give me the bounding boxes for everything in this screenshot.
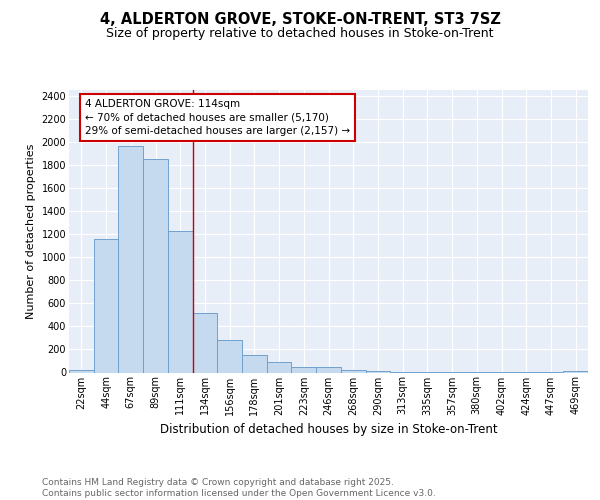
Bar xyxy=(168,230,193,372)
X-axis label: Distribution of detached houses by size in Stoke-on-Trent: Distribution of detached houses by size … xyxy=(160,423,497,436)
Bar xyxy=(316,368,341,372)
Bar xyxy=(193,312,217,372)
Y-axis label: Number of detached properties: Number of detached properties xyxy=(26,144,36,319)
Bar xyxy=(118,146,143,372)
Bar xyxy=(143,159,168,372)
Bar xyxy=(267,362,292,372)
Bar xyxy=(563,371,588,372)
Text: 4 ALDERTON GROVE: 114sqm
← 70% of detached houses are smaller (5,170)
29% of sem: 4 ALDERTON GROVE: 114sqm ← 70% of detach… xyxy=(85,99,350,136)
Bar xyxy=(69,370,94,372)
Bar xyxy=(365,371,390,372)
Bar xyxy=(217,340,242,372)
Bar xyxy=(341,370,365,372)
Bar xyxy=(94,238,118,372)
Text: Size of property relative to detached houses in Stoke-on-Trent: Size of property relative to detached ho… xyxy=(106,28,494,40)
Text: 4, ALDERTON GROVE, STOKE-ON-TRENT, ST3 7SZ: 4, ALDERTON GROVE, STOKE-ON-TRENT, ST3 7… xyxy=(100,12,500,28)
Text: Contains HM Land Registry data © Crown copyright and database right 2025.
Contai: Contains HM Land Registry data © Crown c… xyxy=(42,478,436,498)
Bar xyxy=(242,355,267,372)
Bar xyxy=(292,368,316,372)
